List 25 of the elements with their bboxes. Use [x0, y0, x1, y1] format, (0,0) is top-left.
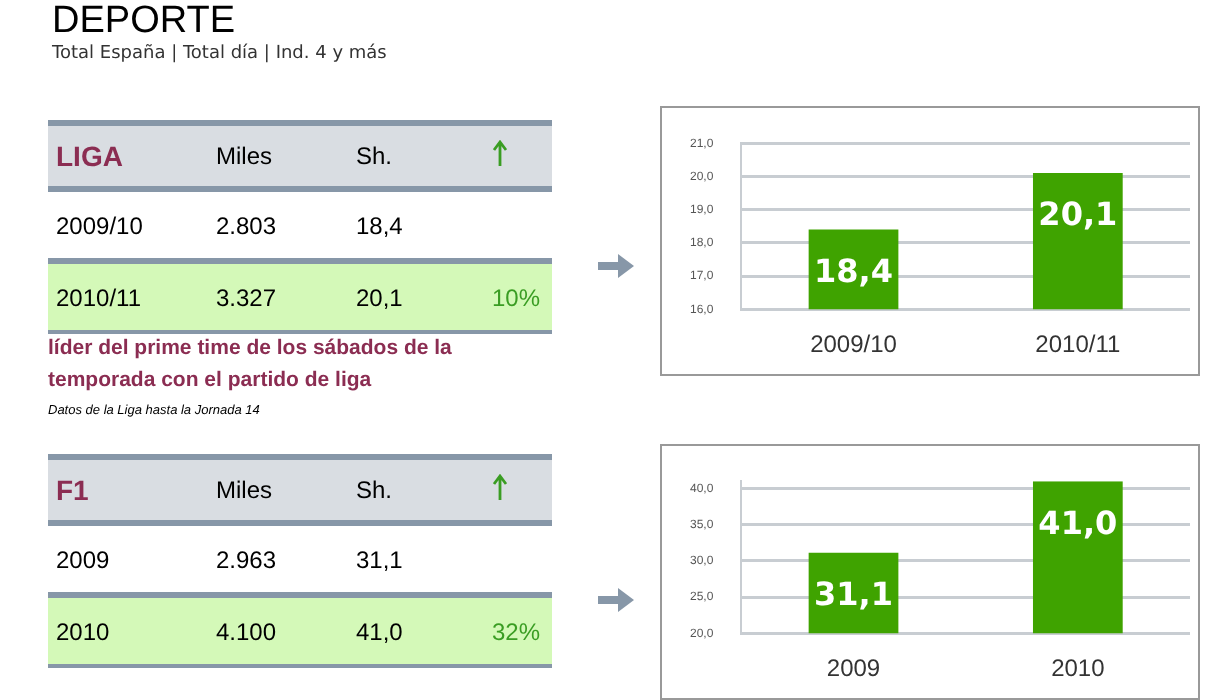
text: Sh.: [348, 123, 484, 189]
text: 32%: [492, 617, 541, 645]
text: DEPORTE: [52, 0, 236, 43]
text: 41,0: [348, 595, 484, 666]
text: 2009/10: [54, 209, 145, 243]
text: 2.963: [214, 543, 279, 577]
text: 20,1: [348, 261, 484, 332]
text: 3.327: [208, 261, 348, 332]
data-label: 31,1: [814, 575, 893, 614]
text: 2009: [54, 543, 112, 577]
text: 18,4: [354, 209, 405, 243]
text: LIGA: [56, 140, 123, 172]
text: Miles: [208, 457, 348, 523]
text: líder del prime time de los sábados de la temporada con el partido de liga: [48, 334, 454, 396]
text: 10%: [492, 283, 541, 311]
text: 2.803: [214, 209, 279, 243]
text: Miles: [208, 123, 348, 189]
data-label: 41,0: [1038, 503, 1118, 542]
text: 31,1: [354, 543, 405, 577]
text: Total España | Total día | Ind. 4 y más: [52, 44, 387, 64]
data-label: 20,1: [1038, 195, 1118, 234]
text: F1: [56, 474, 89, 506]
data-label: 18,4: [814, 251, 893, 290]
text: 4.100: [208, 595, 348, 666]
text: Sh.: [348, 457, 484, 523]
